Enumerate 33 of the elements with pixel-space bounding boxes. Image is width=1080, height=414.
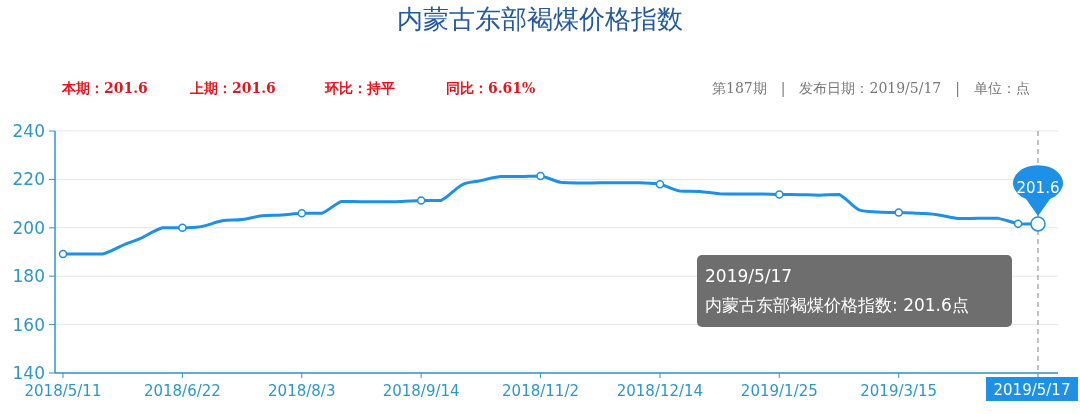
y-tick-label: 140 [12, 363, 45, 383]
x-tick-label: 2018/6/22 [143, 382, 221, 400]
y-tick-label: 180 [12, 266, 45, 287]
chart-title: 内蒙古东部褐煤价格指数 [397, 4, 683, 34]
x-tick-label: 2018/9/14 [382, 382, 460, 400]
text: 本期：201.6 [61, 80, 148, 96]
point [775, 190, 784, 199]
point [178, 223, 187, 233]
text: 上期：201.6 [189, 80, 276, 96]
data-label: 201.6 [1016, 178, 1060, 197]
point [536, 171, 545, 181]
text: 环比：持平 [324, 80, 395, 96]
x-tick-label: 2018/5/11 [24, 382, 102, 400]
y-tick-label: 220 [12, 169, 45, 190]
point [894, 208, 903, 217]
x-tick-label: 2019/3/15 [860, 382, 938, 400]
x-tick-label: 2018/12/14 [616, 382, 704, 400]
text: 同比：6.61% [446, 80, 536, 96]
x-tick-label: 2019/1/25 [740, 382, 818, 400]
point [655, 179, 665, 189]
annotation: 内蒙古东部褐煤价格指数: 201.6点 [705, 295, 969, 315]
y-tick-label: 240 [12, 121, 45, 141]
point [297, 209, 307, 218]
text: 第187期 | 发布日期：2019/5/17 | 单位：点 [712, 80, 1030, 97]
point [1013, 219, 1023, 228]
annotation: 2019/5/17 [705, 266, 793, 286]
y-tick-label: 160 [12, 314, 45, 335]
x-tick-label: 2018/11/2 [502, 382, 580, 400]
point [58, 249, 68, 259]
x-tick-label: 2018/8/3 [268, 382, 336, 400]
x-tick-label: 2019/5/17 [993, 381, 1071, 399]
point [416, 196, 426, 205]
y-tick-label: 200 [12, 217, 45, 238]
